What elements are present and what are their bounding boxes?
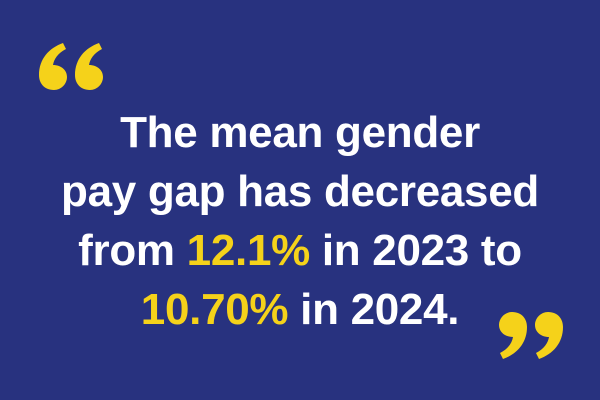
quote-text: The mean gender pay gap has decreased fr… xyxy=(40,103,560,339)
open-quote-icon xyxy=(38,38,108,98)
quote-line-3-prefix: from xyxy=(78,226,187,275)
quote-line-3-suffix: in 2023 to xyxy=(309,226,522,275)
quote-line-1: The mean gender xyxy=(120,108,480,157)
quote-line-4: 10.70% in 2024. xyxy=(40,280,560,339)
quote-line-2: pay gap has decreased xyxy=(61,167,539,216)
close-quote-icon xyxy=(498,306,568,366)
value-2024: 10.70% xyxy=(140,285,289,334)
value-2023: 12.1% xyxy=(186,226,311,275)
quote-line-3: from 12.1% in 2023 to xyxy=(40,221,560,280)
quote-line-4-suffix: in 2024. xyxy=(288,285,460,334)
